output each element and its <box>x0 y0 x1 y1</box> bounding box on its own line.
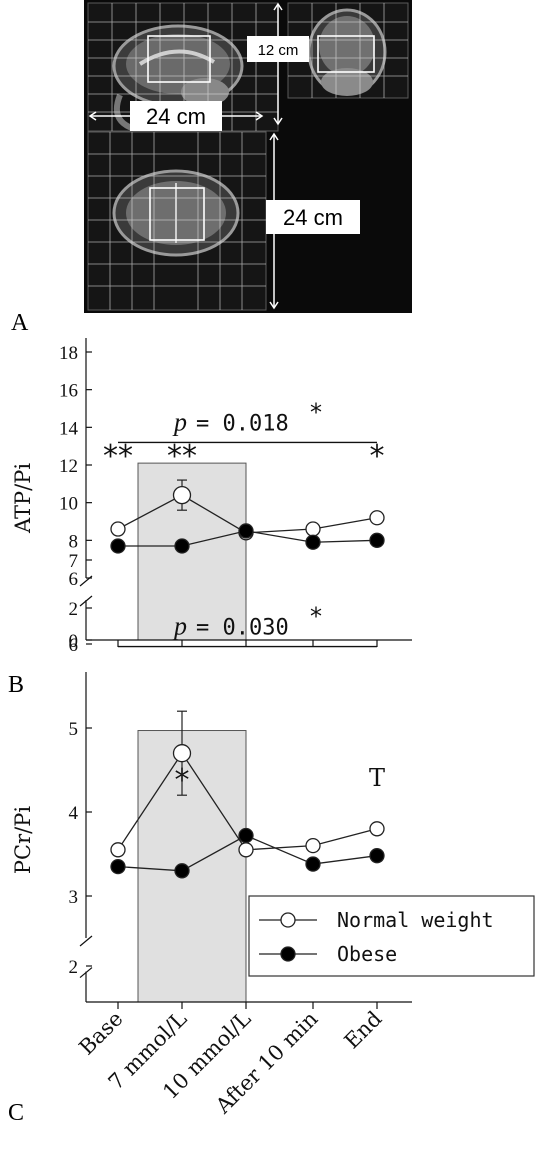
significance-marker: * <box>370 439 385 474</box>
panel-letter-a: A <box>11 310 29 336</box>
data-point-normal-weight <box>172 485 192 505</box>
legend-label: Normal weight <box>337 908 494 932</box>
significance-marker: ** <box>103 439 133 474</box>
data-point-normal-weight <box>305 837 321 854</box>
axis-break-mark <box>79 595 93 607</box>
y-tick-label: 18 <box>59 343 78 364</box>
legend-marker <box>280 946 296 962</box>
y-tick-label: 14 <box>59 418 79 439</box>
label-box-24cm-horizontal <box>130 101 222 131</box>
mri-label-24cm-horizontal: 24 cm <box>146 104 206 129</box>
data-point-obese <box>305 856 321 872</box>
x-category-label: Base <box>74 1007 127 1060</box>
axis-break-mark <box>79 935 93 947</box>
axis-break-mark <box>79 967 93 979</box>
data-point-obese <box>110 858 126 875</box>
p-label: p <box>172 612 187 641</box>
panel-letter-c: C <box>8 1100 24 1126</box>
x-category-label: End <box>340 1007 387 1054</box>
data-point-normal-weight <box>238 842 254 858</box>
legend-box <box>248 895 535 977</box>
y-axis-label: ATP/Pi <box>11 463 35 534</box>
data-point-obese <box>174 863 190 879</box>
significance-marker: ** <box>167 439 197 474</box>
data-point-obese <box>238 523 254 539</box>
y-tick-label: 6 <box>69 569 79 590</box>
p-value: = 0.018 <box>196 411 289 436</box>
data-point-obese <box>174 538 190 554</box>
label-box-24cm-vertical <box>266 200 360 234</box>
data-point-obese <box>238 827 254 844</box>
data-point-obese <box>110 538 126 554</box>
shaded-insulin-region <box>137 730 247 1003</box>
p-significance-star: * <box>310 398 322 426</box>
p-significance-star: * <box>310 603 322 631</box>
data-point-normal-weight <box>369 510 385 526</box>
data-point-obese <box>369 848 385 864</box>
axial-view <box>87 131 267 311</box>
y-tick-label: 12 <box>59 456 78 477</box>
mri-label-12cm: 12 cm <box>258 42 299 59</box>
y-tick-label: 6 <box>69 635 79 656</box>
legend-marker <box>280 912 296 928</box>
y-tick-label: 8 <box>69 531 79 552</box>
y-tick-label: 5 <box>69 719 79 740</box>
data-point-normal-weight <box>110 521 126 537</box>
sagittal-view <box>87 2 279 132</box>
p-label: p <box>172 407 187 436</box>
mri-label-24cm-vertical: 24 cm <box>283 205 343 230</box>
panel-letter-b: B <box>8 672 24 698</box>
y-tick-label: 3 <box>69 887 79 908</box>
data-point-normal-weight <box>305 521 321 537</box>
data-point-normal-weight <box>172 744 192 763</box>
data-point-obese <box>305 534 321 550</box>
y-tick-label: 7 <box>69 551 79 572</box>
data-point-obese <box>369 532 385 548</box>
significance-marker: T <box>369 764 385 792</box>
y-tick-label: 16 <box>59 381 78 402</box>
y-tick-label: 10 <box>59 494 78 515</box>
data-point-normal-weight <box>110 842 126 858</box>
p-value: = 0.030 <box>196 616 289 641</box>
y-tick-label: 4 <box>69 803 79 824</box>
shaded-insulin-region <box>137 462 247 641</box>
y-tick-label: 2 <box>69 957 79 978</box>
legend-label: Obese <box>337 942 397 966</box>
label-box-12cm <box>247 36 309 62</box>
data-point-normal-weight <box>369 821 385 837</box>
y-tick-label: 0 <box>69 631 79 652</box>
y-tick-label: 2 <box>69 599 79 620</box>
mri-localizer-image: 12 cm 24 cm 24 cm <box>84 0 412 313</box>
y-axis-label: PCr/Pi <box>11 806 35 874</box>
